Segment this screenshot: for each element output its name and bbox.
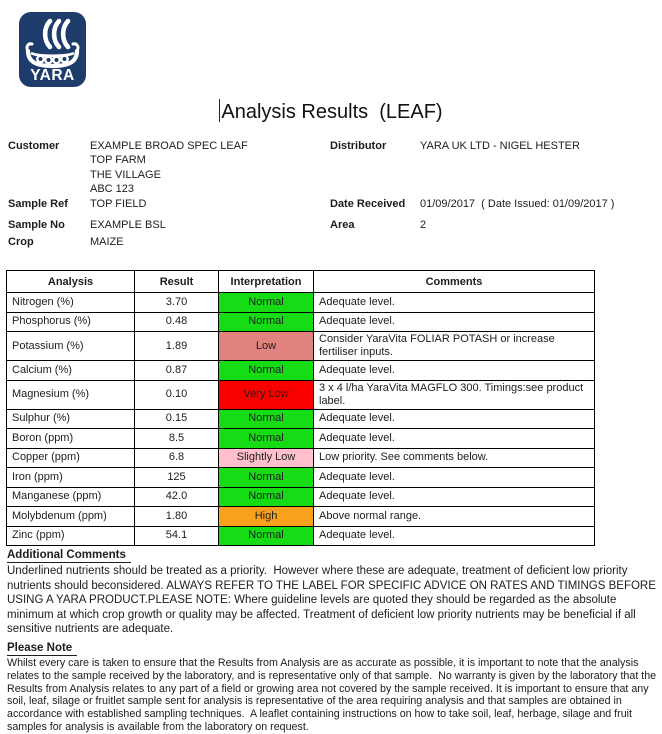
area-label: Area xyxy=(330,219,355,231)
analysis-cell: Zinc (ppm) xyxy=(6,525,135,546)
result-cell: 125 xyxy=(134,467,219,488)
col-header-analysis: Analysis xyxy=(6,270,135,293)
customer-line-4: ABC 123 xyxy=(90,183,135,196)
customer-value: EXAMPLE BROAD SPEC LEAF TOP FARM THE VIL… xyxy=(90,139,248,197)
report-title-row: Analysis Results (LEAF) xyxy=(0,99,662,124)
comment-cell: Adequate level. xyxy=(313,486,595,507)
comment-cell: Adequate level. xyxy=(313,292,595,313)
date-received-value: 01/09/2017 ( Date Issued: 01/09/2017 ) xyxy=(420,198,615,210)
page-title[interactable]: Analysis Results (LEAF) xyxy=(221,101,443,123)
sample-ref-label: Sample Ref xyxy=(8,198,68,210)
interpretation-cell: Normal xyxy=(218,525,314,546)
comment-cell: Above normal range. xyxy=(313,506,595,527)
yara-logo: YARA xyxy=(19,12,86,93)
interpretation-cell: Normal xyxy=(218,292,314,313)
interpretation-cell: Normal xyxy=(218,360,314,381)
additional-comments-body: Underlined nutrients should be treated a… xyxy=(7,565,660,636)
table-row: Magnesium (%) 0.10 Very Low 3 x 4 l/ha Y… xyxy=(6,379,595,410)
table-row: Phosphorus (%) 0.48 Normal Adequate leve… xyxy=(6,311,595,332)
analysis-cell: Copper (ppm) xyxy=(6,447,135,468)
interpretation-cell: Normal xyxy=(218,467,314,488)
result-cell: 8.5 xyxy=(134,428,219,449)
result-cell: 0.10 xyxy=(134,379,219,410)
table-row: Copper (ppm) 6.8 Slightly Low Low priori… xyxy=(6,447,595,468)
col-header-comments: Comments xyxy=(313,270,595,293)
comment-cell: Adequate level. xyxy=(313,428,595,449)
col-header-interpretation: Interpretation xyxy=(218,270,314,293)
additional-comments-section: Additional Comments Underlined nutrients… xyxy=(7,545,658,637)
results-table-container: Analysis Result Interpretation Comments … xyxy=(6,270,595,546)
interpretation-cell: Normal xyxy=(218,486,314,507)
table-header-row: Analysis Result Interpretation Comments xyxy=(6,270,595,293)
interpretation-cell: Normal xyxy=(218,428,314,449)
analysis-cell: Boron (ppm) xyxy=(6,428,135,449)
area-value: 2 xyxy=(420,219,427,231)
comment-cell: Adequate level. xyxy=(313,408,595,429)
interpretation-cell: Slightly Low xyxy=(218,447,314,468)
analysis-cell: Potassium (%) xyxy=(6,331,135,361)
please-note-section: Please Note Whilst every care is taken t… xyxy=(7,638,660,734)
result-cell: 3.70 xyxy=(134,292,219,313)
table-row: Zinc (ppm) 54.1 Normal Adequate level. xyxy=(6,525,595,546)
viking-ship-icon: YARA xyxy=(19,12,86,87)
table-row: Manganese (ppm) 42.0 Normal Adequate lev… xyxy=(6,486,595,507)
result-cell: 0.48 xyxy=(134,311,219,332)
customer-line-2: TOP FARM xyxy=(90,154,146,167)
crop-value: MAIZE xyxy=(90,236,124,248)
table-row: Sulphur (%) 0.15 Normal Adequate level. xyxy=(6,408,595,429)
table-row: Molybdenum (ppm) 1.80 High Above normal … xyxy=(6,506,595,527)
comment-cell: 3 x 4 l/ha YaraVita MAGFLO 300. Timings:… xyxy=(313,379,595,410)
crop-label: Crop xyxy=(8,236,34,248)
distributor-label: Distributor xyxy=(330,140,387,152)
text-cursor xyxy=(219,99,221,122)
customer-line-3: THE VILLAGE xyxy=(90,168,161,181)
customer-label: Customer xyxy=(8,140,60,152)
distributor-value: YARA UK LTD - NIGEL HESTER xyxy=(420,140,580,152)
please-note-body: Whilst every care is taken to ensure tha… xyxy=(7,657,660,733)
col-header-result: Result xyxy=(134,270,219,293)
result-cell: 0.87 xyxy=(134,360,219,381)
please-note-heading: Please Note xyxy=(7,642,78,656)
comment-cell: Adequate level. xyxy=(313,360,595,381)
customer-line-1: EXAMPLE BROAD SPEC LEAF xyxy=(90,140,248,152)
analysis-cell: Calcium (%) xyxy=(6,360,135,381)
comment-cell: Adequate level. xyxy=(313,525,595,546)
table-row: Iron (ppm) 125 Normal Adequate level. xyxy=(6,467,595,488)
sample-ref-value: TOP FIELD xyxy=(90,198,147,210)
result-cell: 6.8 xyxy=(134,447,219,468)
interpretation-cell: Normal xyxy=(218,408,314,429)
analysis-cell: Phosphorus (%) xyxy=(6,311,135,332)
comment-cell: Adequate level. xyxy=(313,311,595,332)
comment-cell: Low priority. See comments below. xyxy=(313,447,595,468)
analysis-cell: Nitrogen (%) xyxy=(6,292,135,313)
additional-comments-heading: Additional Comments xyxy=(7,549,131,563)
interpretation-cell: Low xyxy=(218,331,314,361)
analysis-cell: Magnesium (%) xyxy=(6,379,135,410)
logo-wordmark: YARA xyxy=(30,67,75,84)
table-row: Nitrogen (%) 3.70 Normal Adequate level. xyxy=(6,292,595,313)
comment-cell: Adequate level. xyxy=(313,467,595,488)
sample-no-label: Sample No xyxy=(8,219,65,231)
result-cell: 42.0 xyxy=(134,486,219,507)
result-cell: 1.80 xyxy=(134,506,219,527)
table-row: Calcium (%) 0.87 Normal Adequate level. xyxy=(6,360,595,381)
interpretation-cell: Very Low xyxy=(218,379,314,410)
date-received-label: Date Received xyxy=(330,198,406,210)
table-row: Boron (ppm) 8.5 Normal Adequate level. xyxy=(6,428,595,449)
table-row: Potassium (%) 1.89 Low Consider YaraVita… xyxy=(6,331,595,361)
comment-cell: Consider YaraVita FOLIAR POTASH or incre… xyxy=(313,331,595,361)
analysis-cell: Sulphur (%) xyxy=(6,408,135,429)
interpretation-cell: High xyxy=(218,506,314,527)
analysis-cell: Manganese (ppm) xyxy=(6,486,135,507)
results-table: Analysis Result Interpretation Comments … xyxy=(6,270,595,546)
analysis-cell: Molybdenum (ppm) xyxy=(6,506,135,527)
result-cell: 1.89 xyxy=(134,331,219,361)
sample-no-value: EXAMPLE BSL xyxy=(90,219,166,231)
result-cell: 54.1 xyxy=(134,525,219,546)
result-cell: 0.15 xyxy=(134,408,219,429)
analysis-cell: Iron (ppm) xyxy=(6,467,135,488)
interpretation-cell: Normal xyxy=(218,311,314,332)
